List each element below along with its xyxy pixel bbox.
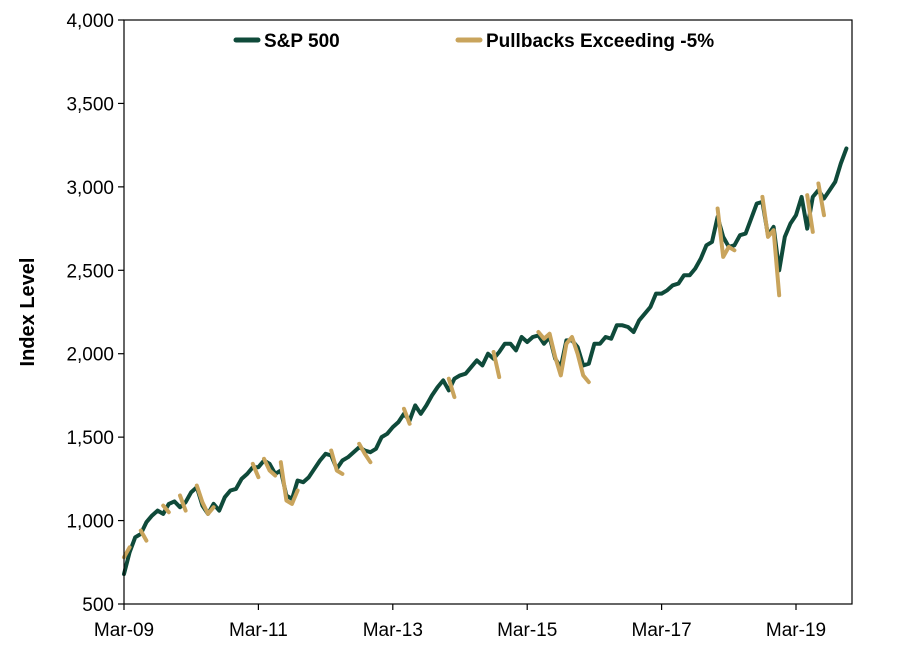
y-tick-label: 2,500 bbox=[66, 261, 114, 282]
y-tick-label: 4,000 bbox=[66, 11, 114, 32]
series-line-pullback-segment bbox=[262, 456, 278, 478]
series-line-pullback-segment bbox=[250, 461, 261, 480]
y-tick-label: 1,000 bbox=[66, 512, 114, 533]
x-tick-label: Mar-15 bbox=[497, 620, 557, 641]
series-lines bbox=[122, 146, 849, 576]
x-tick-label: Mar-19 bbox=[766, 620, 826, 641]
legend-label-pullbacks: Pullbacks Exceeding -5% bbox=[486, 31, 714, 52]
y-axis-title: Index Level bbox=[17, 258, 39, 367]
legend: S&P 500 Pullbacks Exceeding -5% bbox=[233, 31, 714, 52]
series-line-pullback-segment bbox=[122, 545, 132, 560]
series-line-pullback-segment bbox=[357, 441, 373, 465]
x-tick-label: Mar-11 bbox=[229, 620, 288, 641]
series-line-pullback-segment bbox=[178, 493, 188, 513]
plot-frame bbox=[123, 19, 853, 605]
series-line-pullback-segment bbox=[805, 193, 815, 234]
series-line-pullback-segment bbox=[161, 503, 171, 515]
y-tick-label: 1,500 bbox=[66, 428, 114, 449]
series-line-pullback-segment bbox=[491, 350, 502, 380]
series-line-pullback-segment bbox=[760, 194, 782, 298]
series-line-pullback-segment bbox=[715, 206, 737, 259]
y-tick-label: 500 bbox=[82, 595, 114, 616]
series-line-pullback-segment bbox=[194, 483, 216, 516]
series-line-sp500 bbox=[122, 146, 849, 576]
y-tick-label: 3,000 bbox=[66, 178, 114, 199]
series-line-pullback-segment bbox=[402, 406, 412, 426]
series-line-pullback-segment bbox=[536, 330, 591, 385]
y-tick-label: 3,500 bbox=[66, 94, 114, 115]
x-tick-label: Mar-13 bbox=[363, 620, 423, 641]
series-line-pullback-segment bbox=[278, 460, 300, 506]
series-line-pullback-segment bbox=[816, 181, 826, 218]
legend-label-sp500: S&P 500 bbox=[264, 31, 340, 52]
series-line-pullback-segment bbox=[446, 376, 457, 400]
series-line-pullback-segment bbox=[329, 448, 345, 476]
x-axis-ticks: Mar-09 Mar-11 Mar-13 Mar-15 Mar-17 Mar-19 bbox=[94, 604, 826, 641]
series-line-pullback-segment bbox=[138, 528, 149, 543]
y-axis-ticks: 500 1,000 1,500 2,000 2,500 3,000 3,500 4,000 bbox=[66, 11, 124, 616]
y-tick-label: 2,000 bbox=[66, 345, 114, 366]
x-tick-label: Mar-09 bbox=[94, 620, 154, 641]
x-tick-label: Mar-17 bbox=[632, 620, 692, 641]
